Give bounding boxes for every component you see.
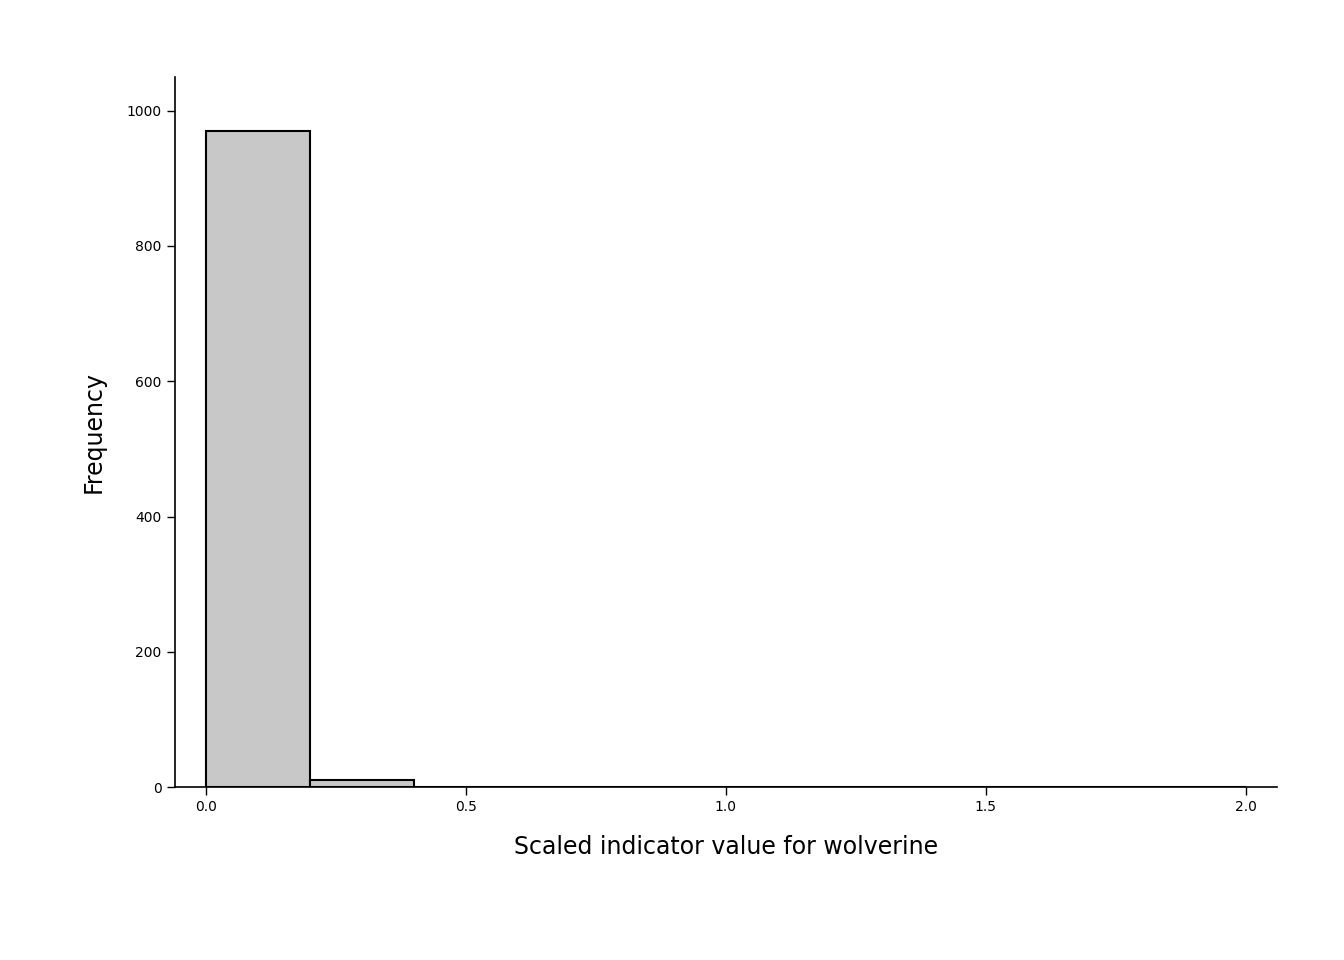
Bar xyxy=(310,780,414,787)
Bar xyxy=(206,131,310,787)
Y-axis label: Frequency: Frequency xyxy=(82,371,106,493)
X-axis label: Scaled indicator value for wolverine: Scaled indicator value for wolverine xyxy=(513,835,938,859)
